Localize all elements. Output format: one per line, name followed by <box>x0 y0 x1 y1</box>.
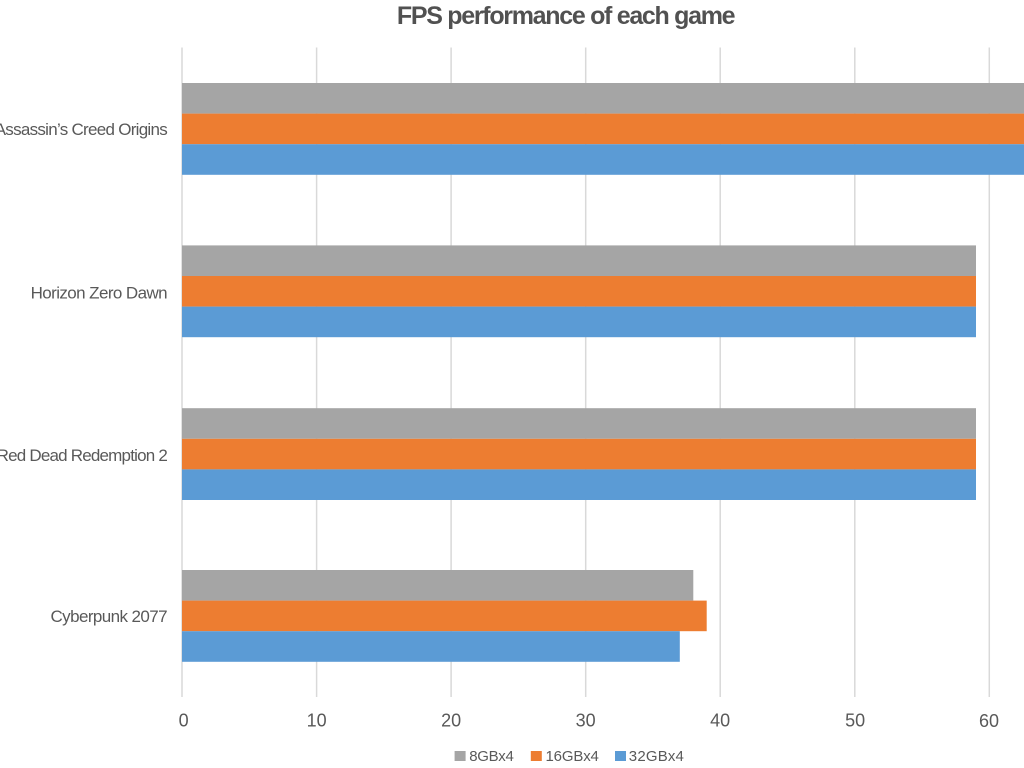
svg-text:30: 30 <box>576 711 596 731</box>
svg-text:8GBx4: 8GBx4 <box>469 748 513 765</box>
svg-text:Cyberpunk 2077: Cyberpunk 2077 <box>51 607 168 626</box>
svg-text:40: 40 <box>710 711 730 731</box>
svg-text:32GBx4: 32GBx4 <box>629 748 684 765</box>
svg-text:16GBx4: 16GBx4 <box>546 748 599 765</box>
svg-text:0: 0 <box>179 711 189 731</box>
svg-text:Horizon Zero Dawn: Horizon Zero Dawn <box>31 283 168 302</box>
svg-text:50: 50 <box>845 711 865 731</box>
svg-text:Red Dead Redemption 2: Red Dead Redemption 2 <box>0 446 167 465</box>
svg-text:20: 20 <box>441 711 461 731</box>
svg-text:Assassin’s Creed Origins: Assassin’s Creed Origins <box>0 120 167 139</box>
svg-text:FPS performance of each game: FPS performance of each game <box>397 2 736 30</box>
svg-text:10: 10 <box>307 711 327 731</box>
svg-text:60: 60 <box>979 711 999 731</box>
